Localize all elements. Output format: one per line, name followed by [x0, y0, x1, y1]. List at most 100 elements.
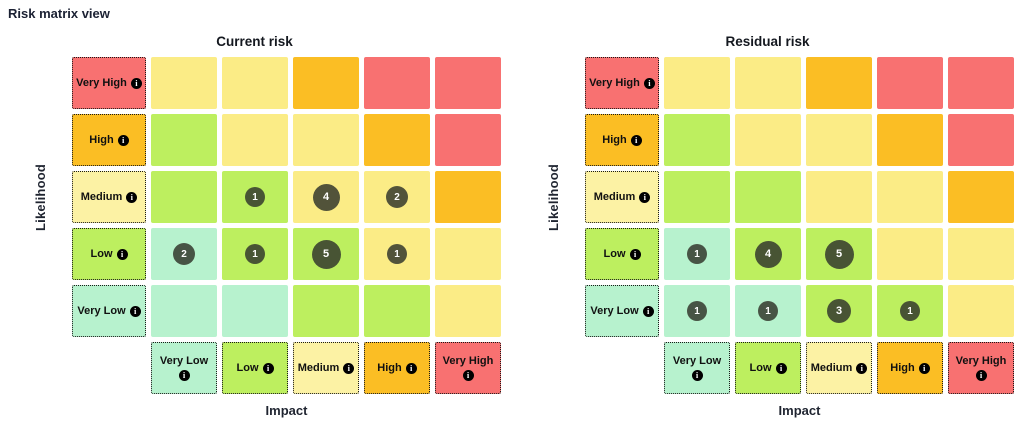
risk-cell-very-low-medium[interactable]	[293, 285, 359, 337]
risk-cell-very-high-very-low[interactable]	[664, 57, 730, 109]
risk-cell-very-low-low[interactable]: 1	[735, 285, 801, 337]
likelihood-header-very-low[interactable]: Very Low i	[585, 285, 659, 337]
risk-cell-low-high[interactable]	[877, 228, 943, 280]
impact-header-low[interactable]: Low i	[735, 342, 801, 394]
risk-cell-high-very-low[interactable]	[151, 114, 217, 166]
impact-header-high[interactable]: High i	[364, 342, 430, 394]
info-icon[interactable]: i	[630, 134, 642, 146]
risk-cell-very-high-low[interactable]	[222, 57, 288, 109]
info-icon[interactable]: i	[262, 362, 274, 374]
risk-cell-medium-very-high[interactable]	[948, 171, 1014, 223]
risk-cell-high-low[interactable]	[735, 114, 801, 166]
risk-cell-high-low[interactable]	[222, 114, 288, 166]
matrices-container: Current risk Likelihood Very High i High i M…	[8, 33, 1016, 418]
risk-cell-medium-medium[interactable]: 4	[293, 171, 359, 223]
info-icon[interactable]: i	[642, 305, 654, 317]
risk-cell-medium-low[interactable]: 1	[222, 171, 288, 223]
risk-cell-high-very-low[interactable]	[664, 114, 730, 166]
risk-cell-very-low-medium[interactable]: 3	[806, 285, 872, 337]
matrix-body: Likelihood Very High i High i Medium i 1 4 2 Low i…	[8, 57, 501, 394]
risk-cell-very-high-high[interactable]	[877, 57, 943, 109]
info-icon[interactable]: i	[129, 305, 141, 317]
likelihood-header-low[interactable]: Low i	[72, 228, 146, 280]
info-icon[interactable]: i	[126, 191, 138, 203]
risk-cell-very-high-medium[interactable]	[806, 57, 872, 109]
impact-header-high[interactable]: High i	[877, 342, 943, 394]
impact-header-label: Very High	[442, 355, 494, 367]
risk-cell-very-high-very-low[interactable]	[151, 57, 217, 109]
risk-cell-medium-medium[interactable]	[806, 171, 872, 223]
likelihood-header-very-high[interactable]: Very High i	[72, 57, 146, 109]
impact-header-label: Medium	[810, 361, 853, 374]
impact-header-low[interactable]: Low i	[222, 342, 288, 394]
x-axis-label: Impact	[778, 403, 821, 418]
risk-cell-low-high[interactable]: 1	[364, 228, 430, 280]
likelihood-header-label: Medium	[593, 190, 636, 203]
risk-cell-very-high-medium[interactable]	[293, 57, 359, 109]
info-icon[interactable]: i	[643, 77, 655, 89]
risk-cell-medium-high[interactable]	[877, 171, 943, 223]
risk-cell-medium-low[interactable]	[735, 171, 801, 223]
risk-cell-high-high[interactable]	[877, 114, 943, 166]
risk-cell-medium-very-low[interactable]	[664, 171, 730, 223]
likelihood-header-low[interactable]: Low i	[585, 228, 659, 280]
risk-cell-low-very-high[interactable]	[948, 228, 1014, 280]
risk-cell-medium-high[interactable]: 2	[364, 171, 430, 223]
impact-header-very-low[interactable]: Very Low i	[151, 342, 217, 394]
risk-cell-very-low-high[interactable]	[364, 285, 430, 337]
risk-cell-very-low-very-low[interactable]: 1	[664, 285, 730, 337]
risk-cell-high-medium[interactable]	[806, 114, 872, 166]
info-icon[interactable]: i	[691, 370, 703, 381]
info-icon[interactable]: i	[178, 370, 190, 381]
risk-cell-low-very-low[interactable]: 1	[664, 228, 730, 280]
info-icon[interactable]: i	[918, 362, 930, 374]
risk-cell-very-low-low[interactable]	[222, 285, 288, 337]
risk-cell-high-medium[interactable]	[293, 114, 359, 166]
risk-cell-very-low-very-high[interactable]	[435, 285, 501, 337]
likelihood-header-very-low[interactable]: Very Low i	[72, 285, 146, 337]
risk-cell-very-high-low[interactable]	[735, 57, 801, 109]
impact-header-very-low[interactable]: Very Low i	[664, 342, 730, 394]
likelihood-header-label: Low	[603, 247, 626, 260]
likelihood-header-high[interactable]: High i	[585, 114, 659, 166]
risk-count-badge: 4	[312, 183, 340, 211]
risk-cell-very-high-very-high[interactable]	[948, 57, 1014, 109]
info-icon[interactable]: i	[639, 191, 651, 203]
impact-header-medium[interactable]: Medium i	[806, 342, 872, 394]
impact-header-very-high[interactable]: Very High i	[948, 342, 1014, 394]
info-icon[interactable]: i	[405, 362, 417, 374]
risk-count-badge: 2	[173, 243, 195, 265]
risk-cell-low-low[interactable]: 4	[735, 228, 801, 280]
risk-cell-very-low-very-high[interactable]	[948, 285, 1014, 337]
info-icon[interactable]: i	[856, 362, 868, 374]
risk-cell-low-low[interactable]: 1	[222, 228, 288, 280]
risk-cell-medium-very-low[interactable]	[151, 171, 217, 223]
risk-cell-very-high-high[interactable]	[364, 57, 430, 109]
risk-cell-high-very-high[interactable]	[948, 114, 1014, 166]
info-icon[interactable]: i	[462, 370, 474, 381]
risk-cell-low-medium[interactable]: 5	[806, 228, 872, 280]
likelihood-header-high[interactable]: High i	[72, 114, 146, 166]
info-icon[interactable]: i	[130, 77, 142, 89]
risk-cell-very-low-high[interactable]: 1	[877, 285, 943, 337]
impact-header-label: Very Low	[159, 355, 209, 367]
risk-cell-low-very-high[interactable]	[435, 228, 501, 280]
info-icon[interactable]: i	[116, 248, 128, 260]
info-icon[interactable]: i	[629, 248, 641, 260]
info-icon[interactable]: i	[775, 362, 787, 374]
likelihood-header-very-high[interactable]: Very High i	[585, 57, 659, 109]
risk-cell-low-very-low[interactable]: 2	[151, 228, 217, 280]
risk-cell-low-medium[interactable]: 5	[293, 228, 359, 280]
risk-cell-high-high[interactable]	[364, 114, 430, 166]
info-icon[interactable]: i	[117, 134, 129, 146]
risk-cell-medium-very-high[interactable]	[435, 171, 501, 223]
likelihood-header-medium[interactable]: Medium i	[585, 171, 659, 223]
risk-cell-very-high-very-high[interactable]	[435, 57, 501, 109]
impact-header-medium[interactable]: Medium i	[293, 342, 359, 394]
impact-header-very-high[interactable]: Very High i	[435, 342, 501, 394]
info-icon[interactable]: i	[975, 370, 987, 381]
risk-cell-high-very-high[interactable]	[435, 114, 501, 166]
likelihood-header-medium[interactable]: Medium i	[72, 171, 146, 223]
info-icon[interactable]: i	[343, 362, 355, 374]
risk-cell-very-low-very-low[interactable]	[151, 285, 217, 337]
